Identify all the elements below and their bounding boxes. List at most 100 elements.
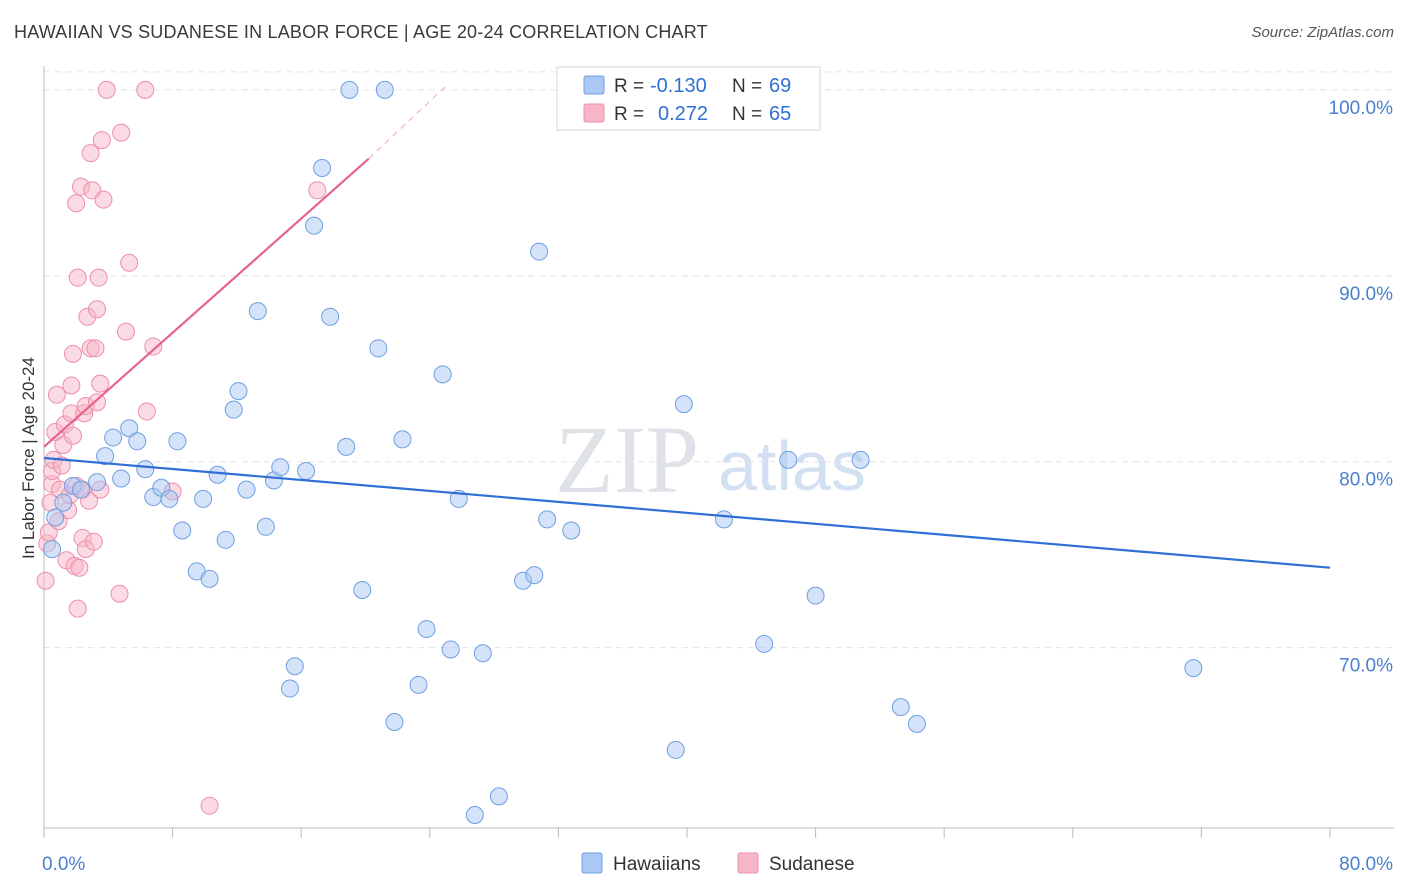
- data-point-sudanese: [88, 300, 107, 319]
- data-point-sudanese: [47, 385, 66, 404]
- data-point-sudanese: [137, 402, 156, 421]
- data-point-hawaiians: [280, 679, 299, 698]
- data-point-hawaiians: [112, 469, 131, 488]
- trend-line-hawaiians: [43, 456, 1331, 569]
- x-tick-label: 80.0%: [1339, 854, 1393, 875]
- data-point-sudanese: [63, 426, 82, 445]
- data-point-sudanese: [91, 374, 110, 393]
- legend-r-value-sudanese: 0.272: [658, 103, 708, 125]
- data-point-hawaiians: [674, 395, 693, 414]
- data-point-hawaiians: [88, 473, 107, 492]
- y-tick-label: 90.0%: [1339, 284, 1393, 305]
- data-point-hawaiians: [337, 437, 356, 456]
- data-point-hawaiians: [1184, 659, 1203, 678]
- trend-line-sudanese: [43, 157, 370, 448]
- data-point-hawaiians: [525, 566, 544, 585]
- data-point-hawaiians: [224, 400, 243, 419]
- data-point-hawaiians: [128, 432, 147, 451]
- legend-n-label: N =: [732, 76, 762, 97]
- data-point-sudanese: [70, 558, 89, 577]
- chart-title: HAWAIIAN VS SUDANESE IN LABOR FORCE | AG…: [14, 22, 708, 42]
- grid-lines: [44, 71, 1394, 649]
- data-point-hawaiians: [96, 447, 115, 466]
- data-point-hawaiians: [46, 508, 65, 527]
- data-point-sudanese: [308, 181, 327, 200]
- data-point-sudanese: [68, 599, 87, 618]
- legend-r-label: R =: [614, 76, 644, 97]
- legend-label-sudanese: Sudanese: [769, 854, 855, 875]
- data-point-hawaiians: [216, 530, 235, 549]
- series-hawaiians-points: [43, 80, 1203, 824]
- data-point-hawaiians: [271, 458, 290, 477]
- data-point-hawaiians: [194, 489, 213, 508]
- data-point-hawaiians: [43, 540, 62, 559]
- data-point-hawaiians: [393, 430, 412, 449]
- data-point-sudanese: [112, 123, 131, 142]
- data-point-hawaiians: [433, 365, 452, 384]
- data-point-hawaiians: [714, 510, 733, 529]
- y-axis-label: In Labor Force | Age 20-24: [19, 357, 38, 559]
- data-point-hawaiians: [562, 521, 581, 540]
- data-point-hawaiians: [168, 432, 187, 451]
- data-point-hawaiians: [891, 698, 910, 717]
- data-point-sudanese: [84, 532, 103, 551]
- data-point-hawaiians: [538, 510, 557, 529]
- data-point-sudanese: [88, 393, 107, 412]
- data-point-hawaiians: [409, 675, 428, 694]
- data-point-sudanese: [36, 571, 55, 590]
- data-point-hawaiians: [779, 450, 798, 469]
- trend-lines: [43, 85, 1331, 569]
- legend-swatch-hawaiians: [583, 75, 605, 95]
- data-point-sudanese: [136, 80, 155, 99]
- data-point-hawaiians: [173, 521, 192, 540]
- data-point-hawaiians: [465, 805, 484, 824]
- source-credit: Source: ZipAtlas.com: [1251, 24, 1394, 41]
- data-point-sudanese: [67, 194, 86, 213]
- data-point-hawaiians: [305, 216, 324, 235]
- y-tick-label: 80.0%: [1339, 470, 1393, 491]
- data-point-hawaiians: [71, 480, 90, 499]
- data-point-hawaiians: [160, 489, 179, 508]
- x-tick-labels: 0.0% 80.0%: [42, 854, 1393, 875]
- y-tick-labels: 70.0% 80.0% 90.0% 100.0%: [1329, 98, 1394, 677]
- data-point-hawaiians: [340, 80, 359, 99]
- data-point-sudanese: [94, 190, 113, 209]
- legend-label-hawaiians: Hawaiians: [613, 854, 701, 875]
- data-point-hawaiians: [256, 517, 275, 536]
- data-point-hawaiians: [755, 634, 774, 653]
- data-point-hawaiians: [120, 419, 139, 438]
- data-point-hawaiians: [353, 581, 372, 600]
- series-legend: Hawaiians Sudanese: [581, 852, 855, 875]
- y-tick-label: 70.0%: [1339, 656, 1393, 677]
- legend-r-label: R =: [614, 104, 644, 125]
- data-point-hawaiians: [375, 80, 394, 99]
- data-point-hawaiians: [297, 462, 316, 481]
- data-point-sudanese: [86, 339, 105, 358]
- data-point-hawaiians: [208, 465, 227, 484]
- legend-swatch-sudanese: [737, 852, 759, 874]
- data-point-sudanese: [89, 268, 108, 287]
- data-point-sudanese: [200, 796, 219, 815]
- data-point-hawaiians: [369, 339, 388, 358]
- legend-n-value-hawaiians: 69: [769, 75, 791, 97]
- data-point-hawaiians: [321, 307, 340, 326]
- trend-extension-sudanese: [368, 85, 447, 160]
- data-point-sudanese: [92, 131, 111, 150]
- data-point-sudanese: [120, 253, 139, 272]
- data-point-hawaiians: [248, 302, 267, 321]
- data-point-hawaiians: [200, 569, 219, 588]
- data-point-hawaiians: [489, 787, 508, 806]
- data-point-hawaiians: [285, 657, 304, 676]
- data-point-hawaiians: [385, 713, 404, 732]
- axes: [43, 66, 1394, 838]
- data-point-hawaiians: [54, 493, 73, 512]
- legend-r-value-hawaiians: -0.130: [650, 75, 707, 97]
- legend-swatch-sudanese: [583, 103, 605, 123]
- legend-n-label: N =: [732, 104, 762, 125]
- data-point-sudanese: [97, 80, 116, 99]
- data-point-hawaiians: [104, 428, 123, 447]
- y-tick-label: 100.0%: [1329, 98, 1394, 119]
- legend-n-value-sudanese: 65: [769, 103, 791, 125]
- correlation-legend: R = -0.130 N = 69 R = 0.272 N = 65: [556, 66, 821, 131]
- data-point-hawaiians: [907, 714, 926, 733]
